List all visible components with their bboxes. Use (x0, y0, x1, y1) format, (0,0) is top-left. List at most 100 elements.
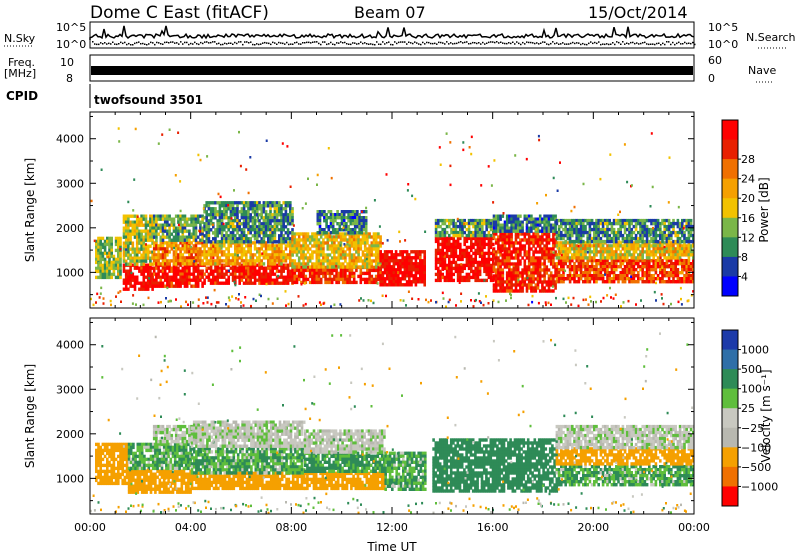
data-cell (543, 223, 546, 227)
data-cell (390, 253, 393, 257)
data-cell (501, 235, 505, 239)
data-cell (275, 219, 279, 223)
data-cell (663, 250, 666, 254)
data-cell (454, 221, 458, 226)
data-cell (238, 210, 241, 214)
data-cell (258, 225, 261, 229)
data-cell (617, 265, 620, 269)
data-cell (421, 271, 424, 275)
data-cell (441, 218, 444, 223)
data-cell (423, 250, 426, 254)
nsky-strip: N.Sky 10^5 10^0 10^5 10^0 N.Search (4, 21, 796, 51)
data-cell (177, 238, 180, 242)
data-cell (181, 238, 185, 242)
nsearch-point (152, 42, 154, 44)
data-cell (692, 274, 694, 278)
data-cell (138, 259, 141, 263)
data-cell (348, 268, 352, 273)
data-cell (379, 271, 382, 275)
data-cell (541, 262, 544, 266)
data-cell (494, 268, 498, 272)
data-cell (227, 222, 230, 226)
data-cell (106, 242, 109, 247)
data-cell (403, 277, 407, 281)
nsearch-point (508, 42, 510, 44)
data-cell (269, 216, 272, 220)
data-cell (284, 237, 288, 241)
data-cell (275, 240, 279, 244)
nsearch-point (586, 43, 588, 46)
data-cell (99, 257, 102, 262)
data-cell (231, 219, 235, 223)
data-cell (324, 271, 327, 276)
data-cell (412, 274, 415, 278)
data-cell (386, 262, 389, 266)
data-cell (311, 244, 314, 248)
data-cell (408, 259, 411, 263)
data-cell (372, 265, 376, 270)
data-cell (394, 271, 398, 275)
data-cell (174, 284, 178, 288)
data-cell (508, 235, 511, 239)
data-cell (494, 250, 498, 254)
data-cell (489, 239, 493, 244)
nsearch-point (610, 43, 612, 45)
data-cell (216, 269, 219, 273)
data-cell (579, 265, 583, 269)
data-cell (101, 272, 105, 277)
data-cell (610, 250, 614, 254)
data-cell (97, 254, 100, 259)
data-cell (209, 222, 213, 226)
data-cell (545, 217, 549, 221)
data-cell (358, 219, 361, 223)
data-cell (461, 278, 464, 283)
data-cell (388, 250, 391, 254)
data-cell (394, 277, 398, 281)
data-cell (501, 238, 505, 242)
data-cell (286, 266, 290, 270)
data-cell (525, 274, 529, 278)
data-cell (497, 277, 500, 281)
data-cell (339, 247, 343, 251)
data-cell (183, 284, 187, 288)
data-cell (325, 231, 328, 235)
data-cell (177, 229, 180, 233)
data-cell (320, 213, 324, 217)
data-cell (390, 283, 393, 287)
data-cell (291, 235, 294, 239)
data-cell (452, 266, 455, 271)
data-cell (593, 250, 596, 254)
data-cell (192, 256, 196, 260)
data-cell (549, 226, 553, 230)
data-cell (536, 220, 540, 224)
data-cell (302, 274, 305, 279)
data-cell (467, 221, 471, 226)
nsearch-point (656, 42, 658, 45)
data-cell (377, 277, 380, 282)
data-cell (251, 266, 255, 270)
data-cell (364, 219, 368, 223)
data-cell (286, 253, 290, 257)
data-cell (416, 250, 420, 254)
data-cell (439, 254, 442, 259)
nsearch-point (632, 41, 634, 44)
data-cell (142, 256, 146, 260)
data-cell (628, 250, 631, 254)
data-cell (192, 223, 196, 227)
data-cell (282, 216, 285, 220)
data-cell (177, 284, 180, 288)
data-cell (470, 254, 473, 259)
data-cell (161, 232, 165, 236)
data-cell (346, 277, 349, 282)
data-cell (262, 201, 266, 205)
data-cell (408, 256, 411, 260)
data-cell (289, 204, 292, 208)
data-cell (284, 225, 288, 229)
nsearch-point (452, 43, 454, 45)
data-cell (138, 229, 141, 233)
data-cell (260, 231, 263, 235)
data-cell (251, 259, 255, 263)
data-cell (383, 259, 387, 263)
data-cell (352, 271, 356, 276)
nsearch-point (156, 41, 158, 44)
